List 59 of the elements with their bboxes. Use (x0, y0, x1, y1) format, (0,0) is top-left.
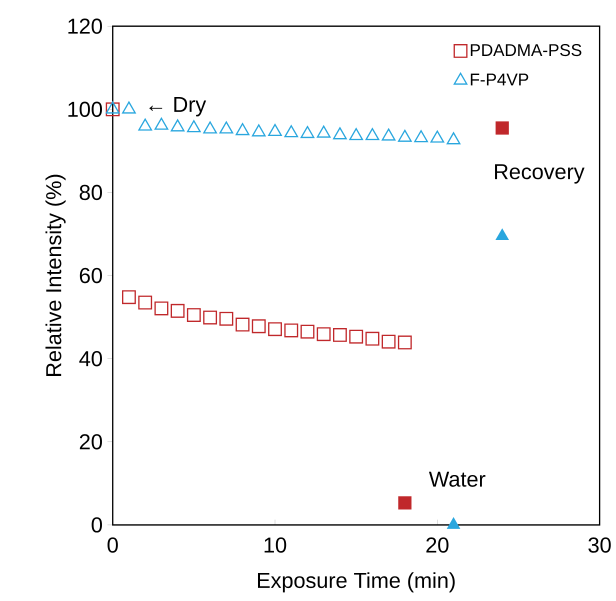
point (122, 102, 136, 114)
annotation: Water (428, 472, 486, 488)
annotation: Recovery (495, 164, 585, 184)
point (106, 102, 120, 114)
point (300, 324, 314, 339)
point (122, 290, 136, 304)
point (138, 118, 152, 131)
legend-label: F-P4VP (470, 74, 528, 86)
y-tick-label: 60 (80, 268, 102, 284)
x-axis-title: Exposure Time (min) (258, 572, 455, 593)
point (154, 118, 168, 130)
point (219, 122, 234, 134)
point (382, 128, 396, 141)
x-tick-label: 0 (108, 538, 118, 553)
point (332, 328, 347, 342)
point (349, 128, 364, 140)
y-tick-label: 120 (68, 18, 102, 34)
point (446, 132, 460, 145)
y-tick-label: 80 (80, 184, 102, 200)
point (365, 332, 380, 346)
y-tick-label: 0 (92, 517, 102, 533)
x-tick-label: 10 (264, 538, 286, 553)
point (284, 324, 298, 338)
point (170, 304, 185, 318)
point (236, 123, 250, 136)
point (430, 130, 444, 143)
point (398, 130, 412, 142)
point (219, 312, 234, 326)
point (316, 126, 331, 138)
point (300, 126, 314, 138)
point (170, 120, 185, 132)
point (252, 320, 266, 334)
point (268, 124, 282, 136)
point (203, 310, 218, 325)
point (203, 122, 217, 134)
point (398, 336, 412, 350)
annotation: ← Dry (149, 97, 206, 117)
x-tick-label: 20 (426, 538, 448, 553)
y-tick-label: 40 (79, 351, 102, 367)
point (333, 127, 347, 140)
point (496, 228, 509, 240)
point (236, 318, 250, 332)
y-tick-label: 100 (68, 102, 102, 118)
point (252, 124, 266, 137)
point (365, 128, 380, 140)
x-tick-label: 30 (588, 538, 611, 553)
y-axis-title: Relative Intensity (%) (45, 174, 66, 376)
point (268, 322, 282, 336)
point (154, 302, 168, 316)
point (186, 120, 201, 132)
point (284, 125, 298, 138)
point (349, 330, 364, 344)
point (382, 334, 396, 349)
point (186, 308, 201, 322)
point (138, 296, 152, 310)
point (316, 327, 331, 342)
y-tick-label: 20 (80, 434, 102, 450)
point (414, 130, 428, 142)
legend-label: PDADMA-PSS (470, 44, 582, 56)
